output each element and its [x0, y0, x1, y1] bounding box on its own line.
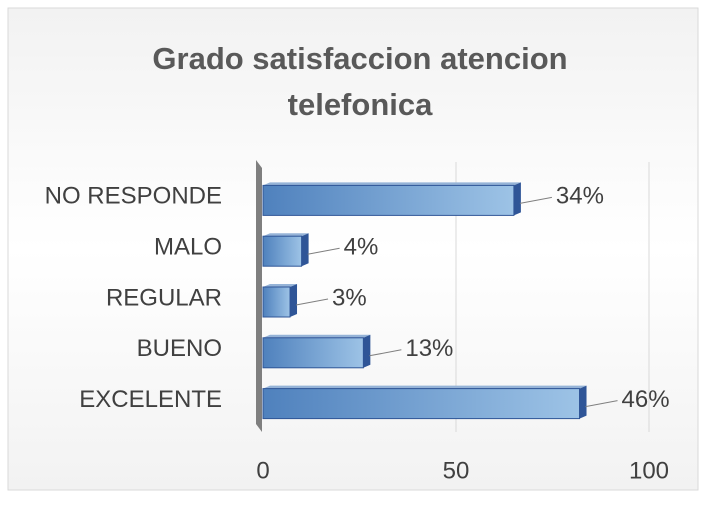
y-tick-label: NO RESPONDE [45, 183, 222, 210]
leader-line [585, 400, 618, 408]
bar [262, 286, 291, 318]
y-tick-label: EXCELENTE [79, 386, 222, 413]
data-label: 34% [556, 183, 604, 210]
bar-side [513, 182, 521, 216]
chart-title: Grado satisfaccion atencion telefonica [152, 41, 568, 122]
data-label: 46% [622, 386, 670, 413]
leader-line [369, 349, 402, 357]
y-tick-label: MALO [154, 234, 222, 261]
y-tick-label: BUENO [137, 335, 222, 362]
bar [262, 388, 581, 420]
x-tick-label: 100 [629, 457, 669, 484]
bar-side [301, 233, 309, 267]
bar-top [263, 284, 298, 287]
bar [262, 184, 515, 216]
bar [262, 235, 303, 267]
x-tick-label: 0 [256, 457, 269, 484]
bar-top [263, 233, 309, 237]
bar-top [263, 385, 587, 389]
leader-line [295, 298, 329, 306]
data-label: 3% [332, 284, 367, 311]
data-label: 13% [405, 335, 453, 362]
leader-line [307, 247, 340, 255]
bar-side [579, 385, 587, 419]
left-wall [256, 160, 262, 432]
bar-side [363, 334, 371, 368]
data-label: 4% [344, 234, 379, 261]
bar [262, 337, 364, 369]
leader-line [519, 196, 552, 204]
bar-top [263, 182, 521, 186]
y-tick-label: REGULAR [106, 284, 222, 311]
x-tick-label: 50 [443, 457, 470, 484]
bar-side [290, 284, 298, 317]
bar-top [263, 334, 371, 338]
